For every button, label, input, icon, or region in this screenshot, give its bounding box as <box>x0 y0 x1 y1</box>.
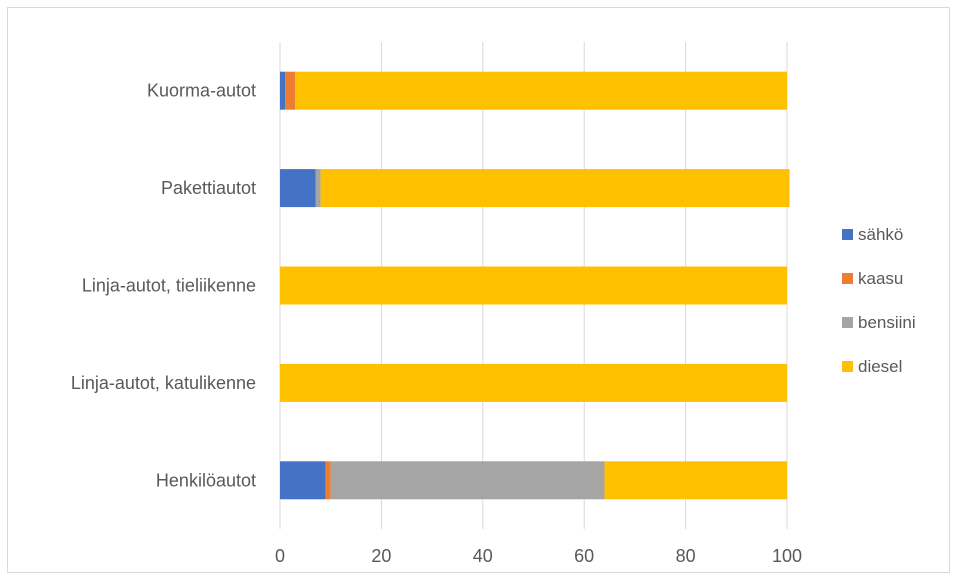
legend: sähkö kaasu bensiini diesel <box>842 225 916 376</box>
category-label: Pakettiautot <box>161 178 256 198</box>
legend-swatch-kaasu <box>842 273 853 284</box>
bar-diesel-3 <box>280 363 787 402</box>
bar-diesel-2 <box>280 266 787 305</box>
category-label: Henkilöautot <box>156 470 256 490</box>
x-tick-label: 60 <box>574 546 594 566</box>
bar-bensiini-1 <box>315 169 321 208</box>
legend-label: bensiini <box>858 313 916 332</box>
x-tick-label: 100 <box>772 546 802 566</box>
bar-sähkö-0 <box>280 71 286 110</box>
axes: 0 20 40 60 80 100 Kuorma-autot Pakettiautot Linj… <box>71 81 802 566</box>
bar-diesel-1 <box>320 169 790 208</box>
bar-bensiini-4 <box>330 461 605 500</box>
x-tick-label: 40 <box>473 546 493 566</box>
category-label: Linja-autot, tieliikenne <box>82 276 256 296</box>
x-tick-label: 80 <box>676 546 696 566</box>
legend-label: diesel <box>858 357 902 376</box>
bar-diesel-0 <box>295 71 787 110</box>
bar-sähkö-4 <box>280 461 326 500</box>
x-tick-label: 0 <box>275 546 285 566</box>
legend-swatch-sähkö <box>842 229 853 240</box>
category-label: Linja-autot, katulikenne <box>71 373 256 393</box>
bars <box>280 71 790 500</box>
bar-sähkö-1 <box>280 169 316 208</box>
legend-swatch-diesel <box>842 361 853 372</box>
legend-label: kaasu <box>858 269 903 288</box>
stacked-bar-chart: 0 20 40 60 80 100 Kuorma-autot Pakettiautot Linj… <box>71 42 916 566</box>
legend-label: sähkö <box>858 225 903 244</box>
x-tick-label: 20 <box>371 546 391 566</box>
category-label: Kuorma-autot <box>147 81 256 101</box>
bar-kaasu-0 <box>285 71 296 110</box>
bar-kaasu-4 <box>325 461 331 500</box>
chart-area: 0 20 40 60 80 100 Kuorma-autot Pakettiautot Linj… <box>7 7 950 573</box>
bar-diesel-4 <box>604 461 787 500</box>
legend-swatch-bensiini <box>842 317 853 328</box>
